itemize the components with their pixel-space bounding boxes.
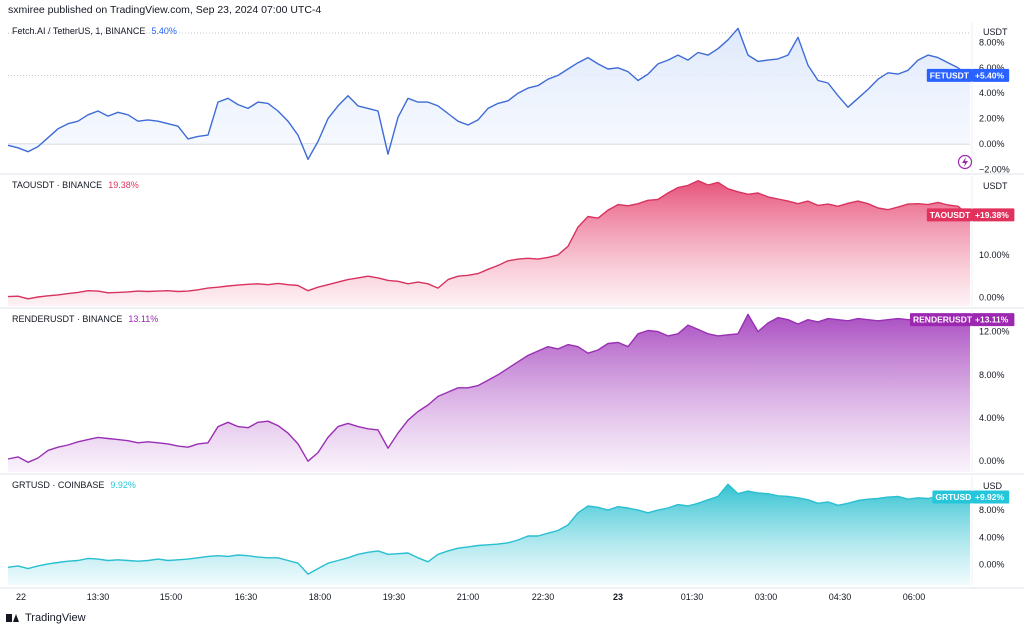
lightning-icon[interactable]	[957, 154, 973, 170]
series-line-4	[7, 483, 970, 575]
chart-pane-2: TAOUSDT · BINANCE 19.38% USDT 10.00% 0.00% TA…	[0, 173, 1024, 306]
unit-label: USDT	[983, 27, 1008, 37]
badge-symbol: TAOUSDT	[930, 210, 971, 220]
y-tick-label: 0.00%	[979, 560, 1005, 570]
y-tick-label: 6.00%	[979, 63, 1005, 73]
badge-symbol-box	[926, 208, 972, 222]
pane-title: TAOUSDT · BINANCE 19.38%	[12, 180, 139, 190]
series-area-4	[8, 484, 970, 585]
chart-pane-4: GRTUSD · COINBASE 9.92% USD 8.00% 4.00% 0.00%…	[0, 473, 1024, 585]
x-tick-label: 15:00	[160, 592, 183, 602]
badge-symbol-box	[932, 490, 972, 504]
x-tick-label: 19:30	[383, 592, 406, 602]
badge-value-box	[972, 208, 1015, 222]
series-line-2	[7, 180, 970, 300]
series-area-1	[8, 28, 970, 160]
y-tick-label: 0.00%	[979, 139, 1005, 149]
y-tick-label: 0.00%	[979, 456, 1005, 466]
tradingview-logo-icon	[6, 613, 20, 623]
y-tick-label: 10.00%	[979, 250, 1010, 260]
change-label: 19.38%	[108, 180, 139, 190]
badge-value: +9.92%	[975, 492, 1005, 502]
y-tick-label: 12.00%	[979, 327, 1010, 337]
chart-pane-1: Fetch.AI / TetherUS, 1, BINANCE 5.40% USDT…	[7, 22, 1010, 174]
series-line-3	[7, 313, 970, 463]
change-label: 5.40%	[151, 26, 177, 36]
badge-value: +19.38%	[975, 210, 1009, 220]
series-line-1	[7, 27, 970, 160]
x-tick-label: 01:30	[681, 592, 704, 602]
y-tick-label: 0.00%	[979, 292, 1005, 302]
x-axis: 22 13:30 15:00 16:30 18:00 19:30 21:00 22:30 23 0…	[0, 587, 1024, 602]
change-label: 9.92%	[110, 480, 136, 490]
y-tick-label: 4.00%	[979, 413, 1005, 423]
badge-symbol: FETUSDT	[930, 70, 970, 80]
badge-symbol: GRTUSD	[935, 492, 971, 502]
y-tick-label: 8.00%	[979, 505, 1005, 515]
badge-symbol-box	[910, 313, 972, 327]
x-tick-label: 16:30	[235, 592, 258, 602]
y-tick-label: 8.00%	[979, 370, 1005, 380]
pane-title: GRTUSD · COINBASE 9.92%	[12, 480, 136, 490]
unit-label: USDT	[983, 181, 1008, 191]
series-area-2	[8, 180, 970, 306]
x-tick-label: 22:30	[532, 592, 555, 602]
badge-value-box	[972, 68, 1010, 82]
badge-value-box	[972, 313, 1015, 327]
x-tick-label: 22	[16, 592, 26, 602]
footer-brand: TradingView	[25, 612, 86, 624]
badge-symbol-box	[926, 68, 972, 82]
badge-symbol: RENDERUSDT	[913, 315, 973, 325]
x-tick-label: 21:00	[457, 592, 480, 602]
x-tick-label: 03:00	[755, 592, 778, 602]
footer: TradingView	[6, 612, 86, 624]
last-price-badge: RENDERUSDT +13.11%	[910, 313, 1015, 327]
y-tick-label: 4.00%	[979, 88, 1005, 98]
symbol-label: Fetch.AI / TetherUS, 1, BINANCE	[12, 26, 145, 36]
y-tick-label: −2.00%	[979, 164, 1010, 174]
y-tick-label: 8.00%	[979, 37, 1005, 47]
unit-label: USD	[983, 481, 1003, 491]
x-tick-label: 04:30	[829, 592, 852, 602]
symbol-label: TAOUSDT · BINANCE	[12, 180, 102, 190]
x-tick-label: 18:00	[309, 592, 332, 602]
last-price-badge: FETUSDT +5.40%	[926, 68, 1010, 82]
badge-value: +5.40%	[975, 70, 1005, 80]
publisher-header: sxmiree published on TradingView.com, Se…	[8, 4, 322, 16]
chart-pane-3: RENDERUSDT · BINANCE13.11%USDT12.00%8.00…	[0, 307, 1024, 472]
x-tick-label: 23	[613, 592, 623, 602]
change-label: 13.11%	[128, 314, 158, 324]
x-tick-label: 13:30	[87, 592, 110, 602]
last-price-badge: GRTUSD +9.92%	[932, 490, 1010, 504]
symbol-label: GRTUSD · COINBASE	[12, 480, 104, 490]
y-tick-label: 4.00%	[979, 532, 1005, 542]
last-price-badge: TAOUSDT +19.38%	[926, 208, 1015, 222]
x-tick-label: 06:00	[903, 592, 926, 602]
pane-title: RENDERUSDT · BINANCE 13.11%	[12, 314, 158, 324]
badge-value-box	[972, 490, 1010, 504]
symbol-label: RENDERUSDT · BINANCE	[12, 314, 122, 324]
series-area-3	[8, 314, 970, 472]
pane-title: Fetch.AI / TetherUS, 1, BINANCE 5.40%	[12, 26, 177, 36]
y-tick-label: 2.00%	[979, 114, 1005, 124]
badge-value: +13.11%	[975, 315, 1009, 325]
